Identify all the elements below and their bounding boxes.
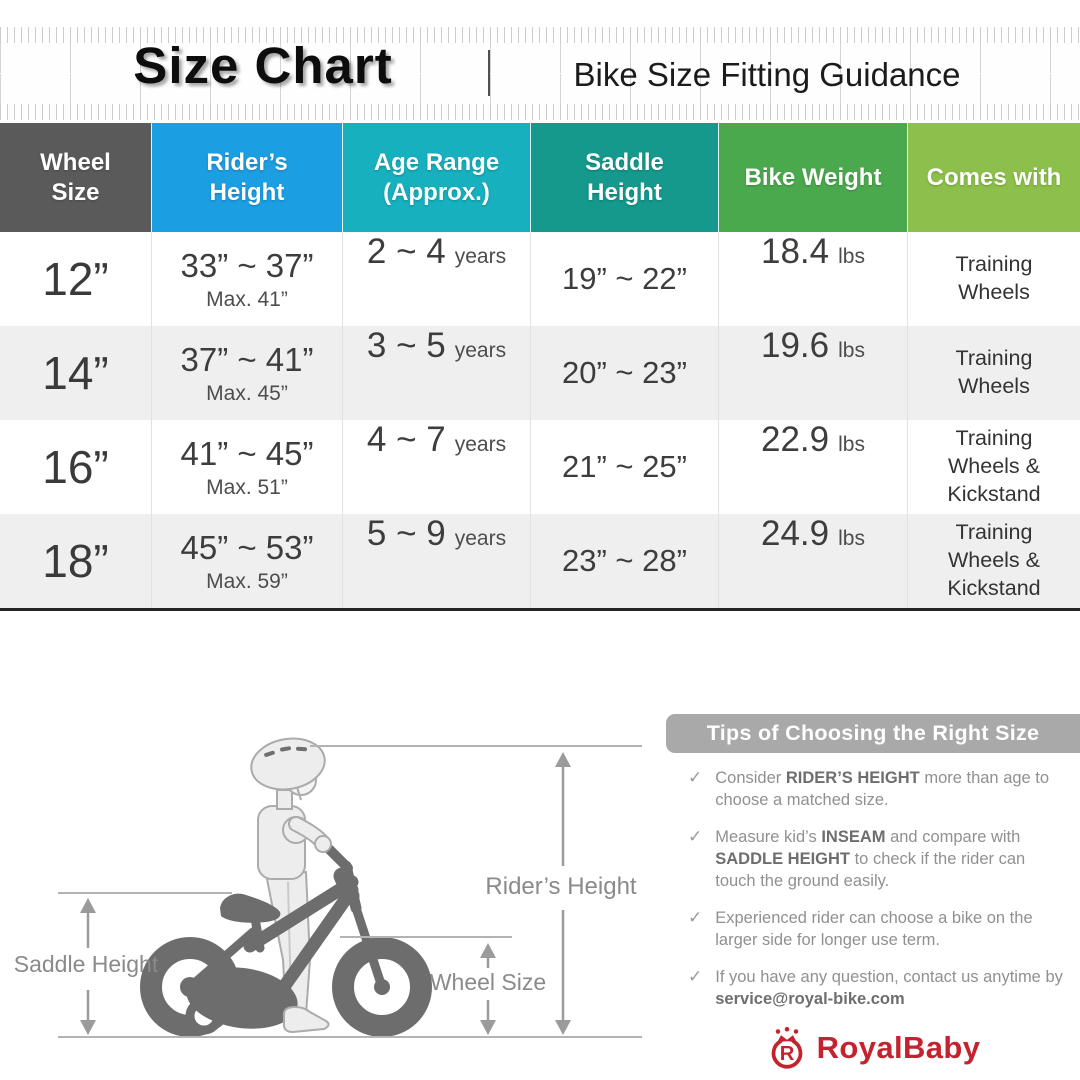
column-header: Bike Weight [719,123,908,232]
cell-saddle-height: 21” ~ 25” [531,420,719,514]
cell-bike-weight: 18.4 lbs [719,232,908,326]
table-row: 12” 33” ~ 37” Max. 41” 2 ~ 4 years 19” ~ 22” 1… [0,232,1080,326]
column-header: Saddle Height [531,123,719,232]
table-row: 18” 45” ~ 53” Max. 59” 5 ~ 9 years 23” ~ 28” 2… [0,514,1080,608]
tip-text: Experienced rider can choose a bike on t… [715,909,1033,949]
cell-saddle-height: 23” ~ 28” [531,514,719,608]
royalbaby-crown-icon: R [771,1027,802,1069]
tip-item: ✓ Consider RIDER’S HEIGHT more than age t… [688,767,1064,811]
child-shoe [282,1005,330,1034]
cell-saddle-height: 20” ~ 23” [531,326,719,420]
cell-wheel-size: 16” [0,420,152,514]
arrow-up-icon [80,898,96,913]
checkmark-icon: ✓ [688,967,703,986]
cell-saddle-height: 19” ~ 22” [531,232,719,326]
ruler-ticks-top [0,27,1080,73]
brand-row: R RoyalBaby [666,1025,1080,1071]
table-header: Wheel Size Rider’s Height Age Range (Appro… [0,123,1080,232]
cell-comes-with: Training Wheels [955,346,1033,398]
page-subtitle: Bike Size Fitting Guidance [573,56,961,93]
arrow-down-icon [480,1020,496,1035]
top-tube [243,875,359,953]
cell-bike-weight: 24.9 lbs [719,514,908,608]
brand-name: RoyalBaby [816,1030,981,1065]
arrow-down-icon [555,1020,571,1035]
cell-riders-height: 45” ~ 53” Max. 59” [152,514,343,608]
checkmark-icon: ✓ [688,768,703,787]
checkmark-icon: ✓ [688,827,703,846]
chin-strap [296,786,302,801]
bike-illustration [140,833,432,1037]
tips-list: ✓ Consider RIDER’S HEIGHT more than age t… [666,767,1080,1010]
helmet-icon [250,737,326,791]
column-header: Age Range (Approx.) [343,123,531,232]
riders-height-label: Rider’s Height [485,873,637,900]
cell-comes-with: Training Wheels & Kickstand [947,426,1041,506]
cell-riders-height: 33” ~ 37” Max. 41” [152,232,343,326]
wheel-size-label: Wheel Size [430,969,546,995]
tip-text: Consider RIDER’S HEIGHT more than age to… [715,769,1050,809]
cell-age-range: 2 ~ 4 years [343,232,531,326]
helmet-vents [264,746,307,757]
checkmark-icon: ✓ [688,908,703,927]
child-hand [314,835,332,853]
cell-comes-with: Training Wheels & Kickstand [947,520,1041,600]
tip-item: ✓ If you have any question, contact us an… [688,966,1064,1010]
arrow-down-icon [80,1020,96,1035]
page-title: Size Chart [133,37,393,94]
cell-age-range: 3 ~ 5 years [343,326,531,420]
cell-riders-height: 41” ~ 45” Max. 51” [152,420,343,514]
pedal [254,1013,279,1023]
arrow-up-icon [480,943,496,958]
child-front-parts [282,816,332,1034]
cell-comes-with: Training Wheels [955,252,1033,304]
tip-text: Measure kid’s INSEAM and compare with SA… [715,828,1026,890]
down-tube [267,883,359,1008]
stem-pad [333,867,360,905]
chain-stay [185,982,279,1006]
column-header: Comes with [908,123,1080,232]
tips-panel: Tips of Choosing the Right Size ✓ Conside… [666,714,1080,1071]
bike-diagram-svg: Saddle Height Rider’s Height Wheel Size [14,737,642,1038]
column-header: Rider’s Height [152,123,343,232]
cell-bike-weight: 19.6 lbs [719,326,908,420]
dimension-annotations [58,745,642,1038]
tip-item: ✓ Experienced rider can choose a bike on … [688,907,1064,951]
child-neck [276,789,293,810]
cell-age-range: 5 ~ 9 years [343,514,531,608]
column-header: Wheel Size [0,123,152,232]
fork [351,903,387,992]
cell-riders-height: 37” ~ 41” Max. 45” [152,326,343,420]
table-row: 14” 37” ~ 41” Max. 45” 3 ~ 5 years 20” ~ 23” 1… [0,326,1080,420]
cell-wheel-size: 18” [0,514,152,608]
size-table: Wheel Size Rider’s Height Age Range (Appro… [0,123,1080,611]
table-row: 16” 41” ~ 45” Max. 51” 4 ~ 7 years 21” ~ 25” 2… [0,420,1080,514]
tips-title: Tips of Choosing the Right Size [666,714,1080,753]
arrow-up-icon [555,752,571,767]
cell-age-range: 4 ~ 7 years [343,420,531,514]
front-wheel [332,937,432,1037]
cell-wheel-size: 14” [0,326,152,420]
measurement-diagram: Saddle Height Rider’s Height Wheel Size [0,660,660,1080]
ruler-ticks-bottom [0,74,1080,120]
cell-bike-weight: 22.9 lbs [719,420,908,514]
table-body: 12” 33” ~ 37” Max. 41” 2 ~ 4 years 19” ~ 22” 1… [0,232,1080,608]
ruler-band [0,27,1080,120]
svg-text:R: R [779,1043,794,1065]
child-illustration [250,737,326,1015]
title-divider [488,50,490,96]
saddle-height-label: Saddle Height [14,951,159,977]
saddle [220,893,281,923]
tip-text: If you have any question, contact us any… [715,968,1063,1008]
cell-wheel-size: 12” [0,232,152,326]
seat-stay [185,927,258,992]
tip-item: ✓ Measure kid’s INSEAM and compare with S… [688,826,1064,892]
